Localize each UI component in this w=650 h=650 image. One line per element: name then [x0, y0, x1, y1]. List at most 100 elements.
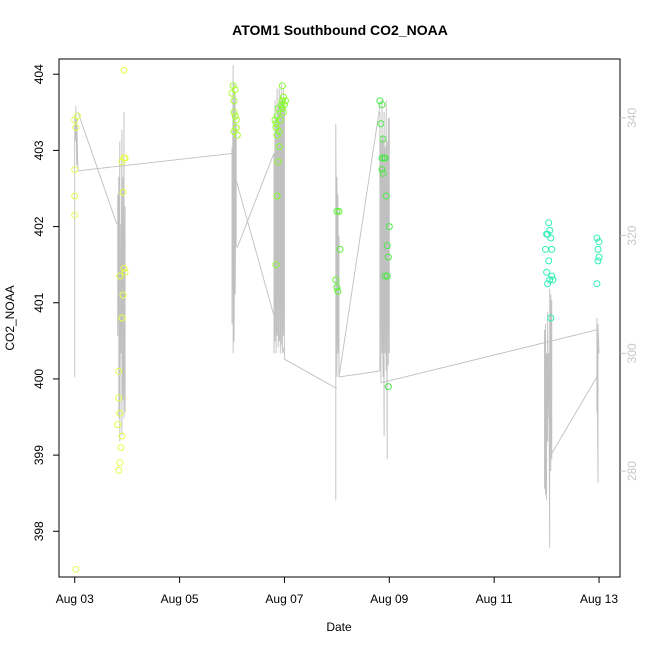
y-tick-label: 401 [32, 292, 46, 312]
data-point [72, 565, 80, 573]
secondary-line-segment [551, 376, 598, 454]
y-tick-label: 402 [32, 216, 46, 236]
data-point [232, 116, 240, 124]
data-point [335, 207, 343, 215]
data-point [71, 166, 79, 173]
data-point [272, 120, 280, 128]
data-point [282, 97, 289, 105]
secondary-line-segment [380, 329, 598, 384]
data-point [594, 257, 602, 265]
data-point [271, 116, 279, 124]
data-point [381, 154, 389, 162]
y2-tick-label: 280 [625, 461, 639, 481]
data-point [379, 169, 387, 177]
data-point [334, 287, 342, 295]
y-tick-label: 399 [32, 445, 46, 465]
secondary-line-segment [284, 358, 338, 389]
data-point [548, 245, 556, 253]
y-tick-label: 398 [32, 521, 46, 541]
data-point [120, 66, 128, 74]
secondary-line-segment [335, 123, 340, 501]
data-point [280, 101, 288, 109]
data-point [378, 154, 386, 162]
data-point [121, 268, 129, 276]
data-point [273, 131, 281, 139]
y2-tick-label: 320 [625, 225, 639, 245]
y-axis: 398 399 400 401 402 403 404 [32, 64, 59, 541]
data-point [118, 432, 126, 440]
data-point [384, 383, 392, 391]
data-point [120, 265, 128, 272]
plot-frame [58, 58, 621, 578]
data-point [274, 158, 282, 166]
secondary-line-segment [77, 152, 235, 172]
data-point [114, 421, 122, 429]
data-point [547, 234, 555, 242]
secondary-line-layer [74, 64, 600, 548]
y-tick-label: 404 [32, 64, 46, 84]
y2-tick-label: 340 [625, 108, 639, 128]
data-point [233, 131, 241, 139]
plot-area [58, 58, 621, 578]
x-axis: Aug 03 Aug 05 Aug 07 Aug 09 Aug 11 Aug 13 [56, 577, 618, 606]
y2-tick-label: 300 [625, 343, 639, 363]
data-point [278, 97, 286, 105]
chart-title: ATOM1 Southbound CO2_NOAA [232, 22, 448, 38]
data-point [549, 276, 557, 284]
data-point [272, 261, 280, 269]
data-point [333, 207, 341, 215]
data-point [336, 245, 344, 253]
y-tick-label: 403 [32, 140, 46, 160]
data-point [230, 97, 238, 105]
data-point [545, 257, 553, 265]
data-point [232, 124, 240, 132]
secondary-line-segment [596, 317, 600, 483]
data-point [231, 112, 239, 120]
data-point [117, 444, 125, 451]
data-point [383, 272, 391, 280]
data-point [279, 93, 287, 101]
data-point [381, 272, 389, 280]
secondary-line-segment [74, 106, 79, 377]
data-point [71, 211, 79, 219]
data-point [593, 280, 601, 288]
data-point [593, 234, 601, 242]
data-point [71, 192, 79, 200]
data-point [231, 86, 239, 93]
data-point [119, 188, 127, 196]
data-point [545, 219, 553, 227]
data-point [547, 314, 555, 322]
data-point [378, 166, 386, 173]
data-point [384, 253, 392, 261]
data-point [279, 108, 287, 116]
data-point [230, 108, 238, 116]
data-point [595, 238, 603, 246]
data-point [118, 314, 126, 322]
x-tick-label: Aug 11 [476, 592, 513, 606]
data-point [276, 116, 284, 124]
data-point [116, 459, 124, 467]
data-point [333, 284, 341, 291]
data-point [332, 276, 340, 284]
data-point [543, 268, 551, 276]
data-point [595, 253, 603, 261]
secondary-line-segment [338, 370, 380, 378]
data-point [544, 230, 552, 238]
secondary-line-segment [379, 100, 390, 460]
data-point [542, 245, 549, 253]
y-axis-label: CO2_NOAA [3, 285, 17, 350]
data-point [278, 105, 286, 112]
secondary-line-segment [273, 82, 285, 360]
data-point [273, 192, 281, 200]
data-point [72, 124, 80, 132]
data-point [275, 127, 283, 135]
x-tick-label: Aug 09 [370, 592, 408, 606]
data-point [385, 223, 393, 231]
secondary-line-segment [231, 64, 237, 354]
x-tick-label: Aug 05 [161, 592, 199, 606]
points-layer [71, 66, 603, 573]
secondary-line-segment [338, 106, 381, 377]
x-tick-label: Aug 07 [265, 592, 303, 606]
secondary-line-segment [77, 111, 118, 224]
